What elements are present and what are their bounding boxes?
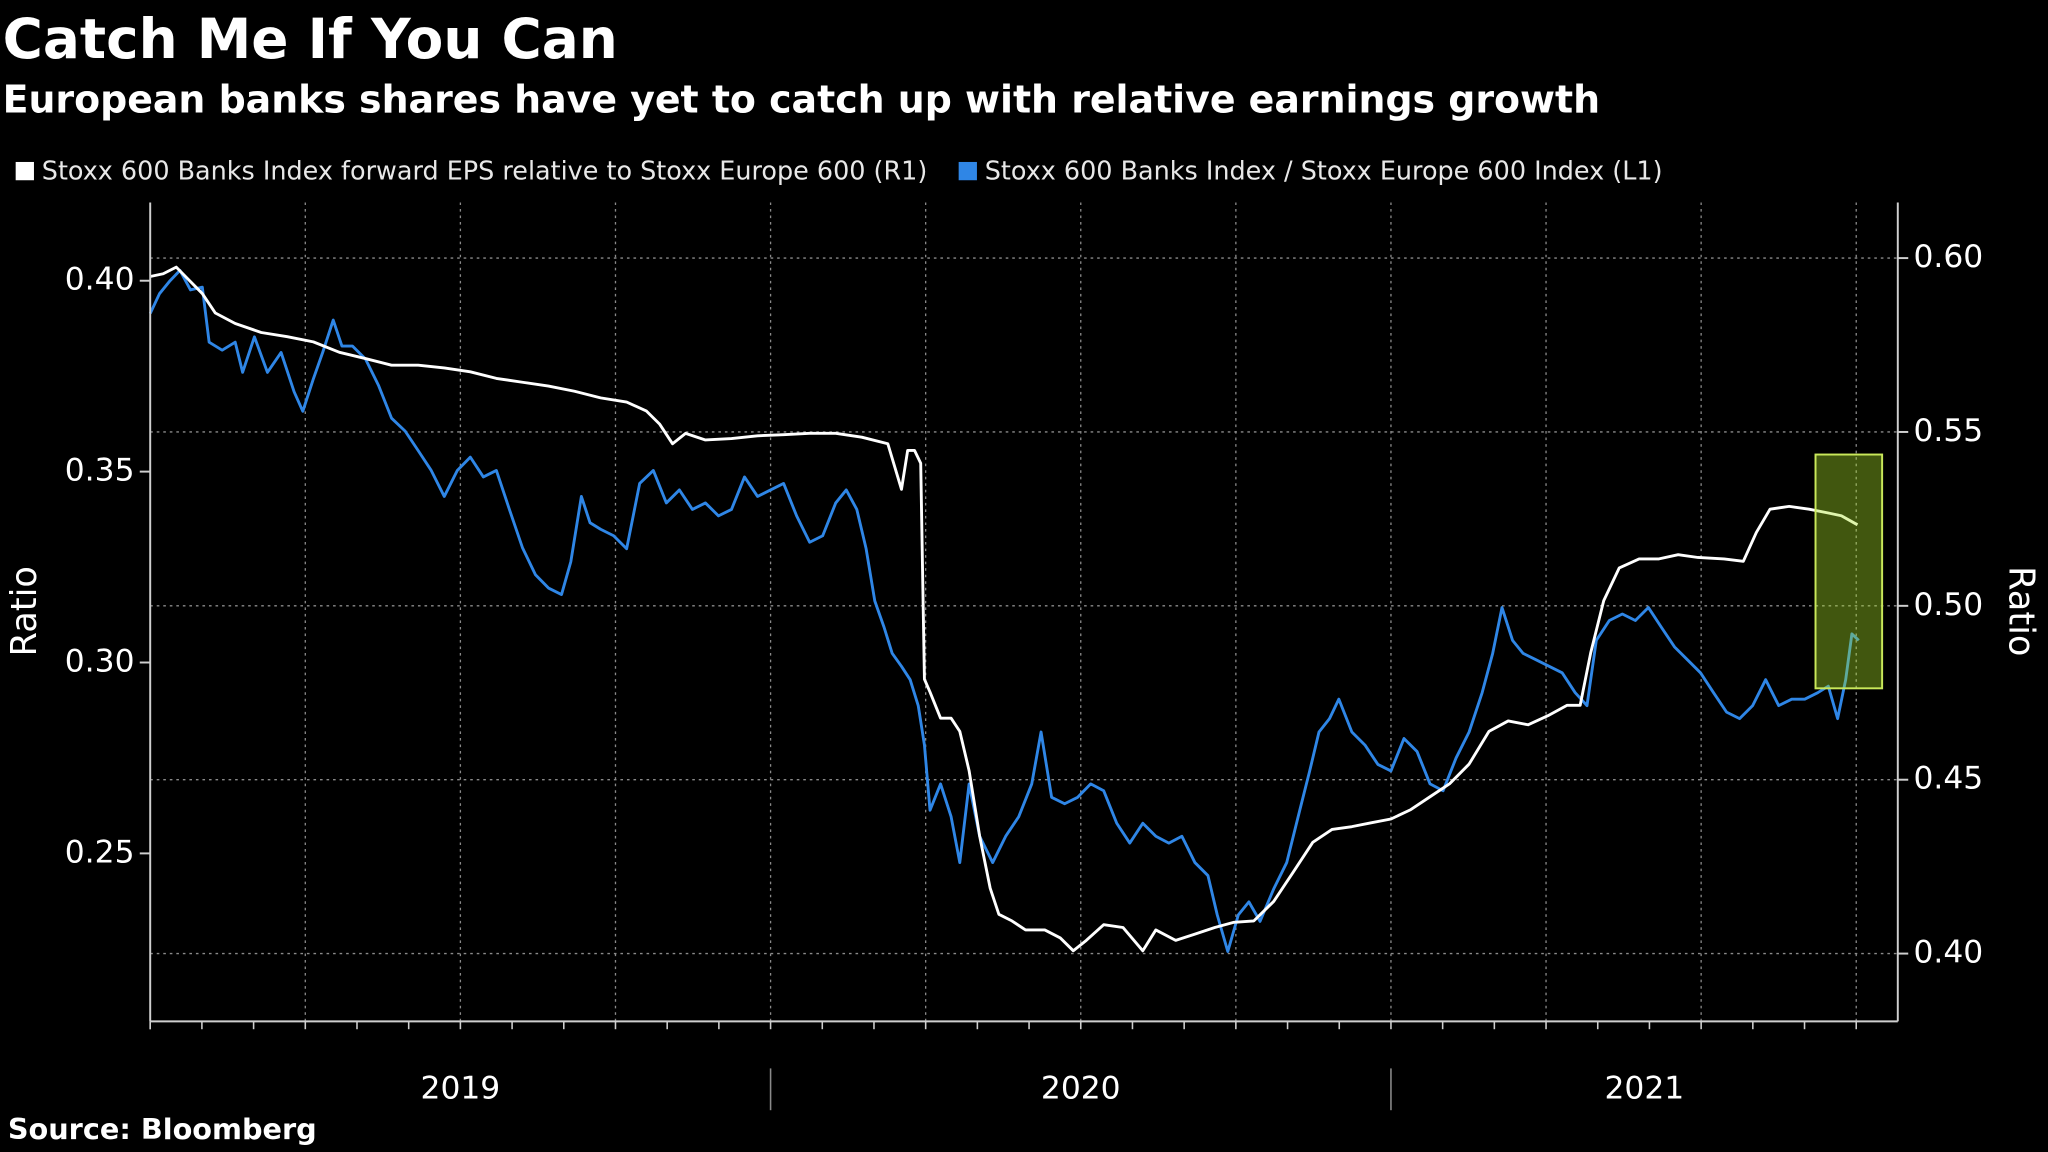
plot-area: [148, 265, 1860, 953]
axes: 0.40 0.45 0.50 0.55 0.60 0.25 0.30 0.35 0.40 2019…: [15, 156, 1983, 1111]
y-tick-label: 0.35: [65, 453, 135, 489]
y-tick-label: 0.30: [65, 644, 135, 680]
x-tick-label: 2020: [1041, 1070, 1121, 1106]
legend-swatch: [958, 161, 977, 181]
grid: [150, 202, 1898, 1022]
y2-tick-label: 0.60: [1913, 239, 1983, 275]
x-tick-label: 2021: [1605, 1070, 1685, 1106]
y-tick-label: 0.25: [65, 834, 135, 870]
highlight-box: [1814, 453, 1884, 690]
y2-tick-label: 0.55: [1913, 413, 1983, 449]
x-tick-label: 2019: [421, 1070, 501, 1106]
legend-swatch: [15, 161, 34, 181]
series-line: [149, 265, 1859, 953]
y-axis-title: Ratio: [4, 566, 45, 657]
y2-tick-label: 0.50: [1913, 587, 1983, 623]
legend-label: Stoxx 600 Banks Index / Stoxx Europe 600…: [985, 156, 1663, 186]
chart-subtitle: European banks shares have yet to catch …: [3, 77, 1600, 121]
y2-tick-label: 0.45: [1913, 761, 1983, 797]
chart-title: Catch Me If You Can: [3, 7, 618, 71]
y-tick-label: 0.40: [65, 262, 135, 298]
source: Source: Bloomberg: [8, 1112, 317, 1146]
legend-label: Stoxx 600 Banks Index forward EPS relati…: [42, 156, 928, 186]
y2-tick-label: 0.40: [1913, 935, 1983, 971]
y2-axis-title: Ratio: [2000, 566, 2041, 657]
